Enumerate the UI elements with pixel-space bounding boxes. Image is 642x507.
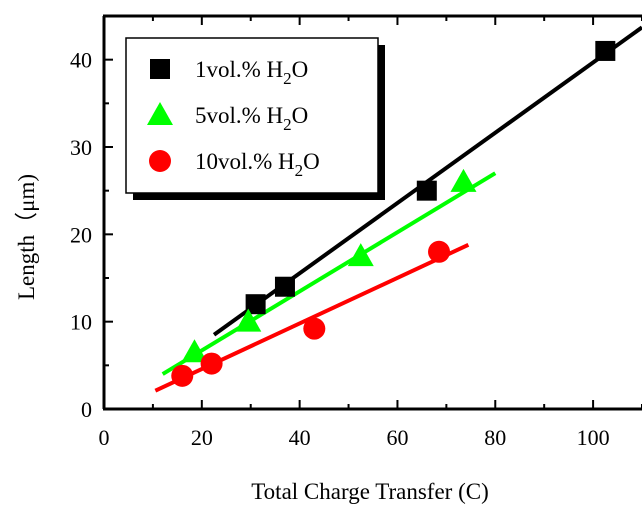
- x-axis-title: Total Charge Transfer (C): [251, 479, 489, 504]
- x-tick-label: 60: [386, 425, 408, 450]
- legend-label-series-2: 5vol.% H2O: [195, 103, 308, 134]
- data-point-series-2-1: [181, 339, 208, 363]
- legend-label-series-3: 10vol.% H2O: [195, 149, 320, 180]
- legend-marker-series-1: [150, 59, 170, 79]
- y-tick-label: 40: [70, 48, 92, 73]
- legend-marker-series-3: [149, 150, 171, 172]
- data-point-series-3-1: [171, 364, 194, 387]
- legend-marker-series-2: [147, 102, 173, 125]
- x-tick-label: 80: [484, 425, 506, 450]
- x-tick-label: 20: [191, 425, 213, 450]
- y-tick-label: 0: [81, 397, 92, 422]
- data-point-series-1-1: [245, 294, 266, 315]
- data-point-series-3-4: [428, 240, 451, 263]
- x-tick-label: 40: [289, 425, 311, 450]
- data-point-series-1-4: [595, 40, 616, 61]
- plot-area: [154, 25, 642, 393]
- data-point-series-1-2: [274, 276, 295, 297]
- y-axis-title: Length（μm): [14, 174, 39, 300]
- y-tick-label: 10: [70, 310, 92, 335]
- data-point-series-1-3: [416, 180, 437, 201]
- data-point-series-2-3: [347, 243, 374, 267]
- x-tick-label: 0: [99, 425, 110, 450]
- legend-label-series-1: 1vol.% H2O: [195, 57, 308, 88]
- data-point-series-3-2: [200, 352, 223, 375]
- y-tick-label: 20: [70, 222, 92, 247]
- fit-line-series-2: [161, 171, 497, 376]
- data-point-series-3-3: [303, 317, 326, 340]
- data-point-series-2-4: [450, 168, 477, 192]
- legend: 1vol.% H2O 5vol.% H2O 10vol.% H2O: [125, 37, 385, 200]
- axes: 0 20 40 60 80 100 0 10 20 30 40: [70, 14, 642, 450]
- x-tick-label: 100: [577, 425, 610, 450]
- y-tick-label: 30: [70, 135, 92, 160]
- data-point-series-2-2: [235, 308, 262, 332]
